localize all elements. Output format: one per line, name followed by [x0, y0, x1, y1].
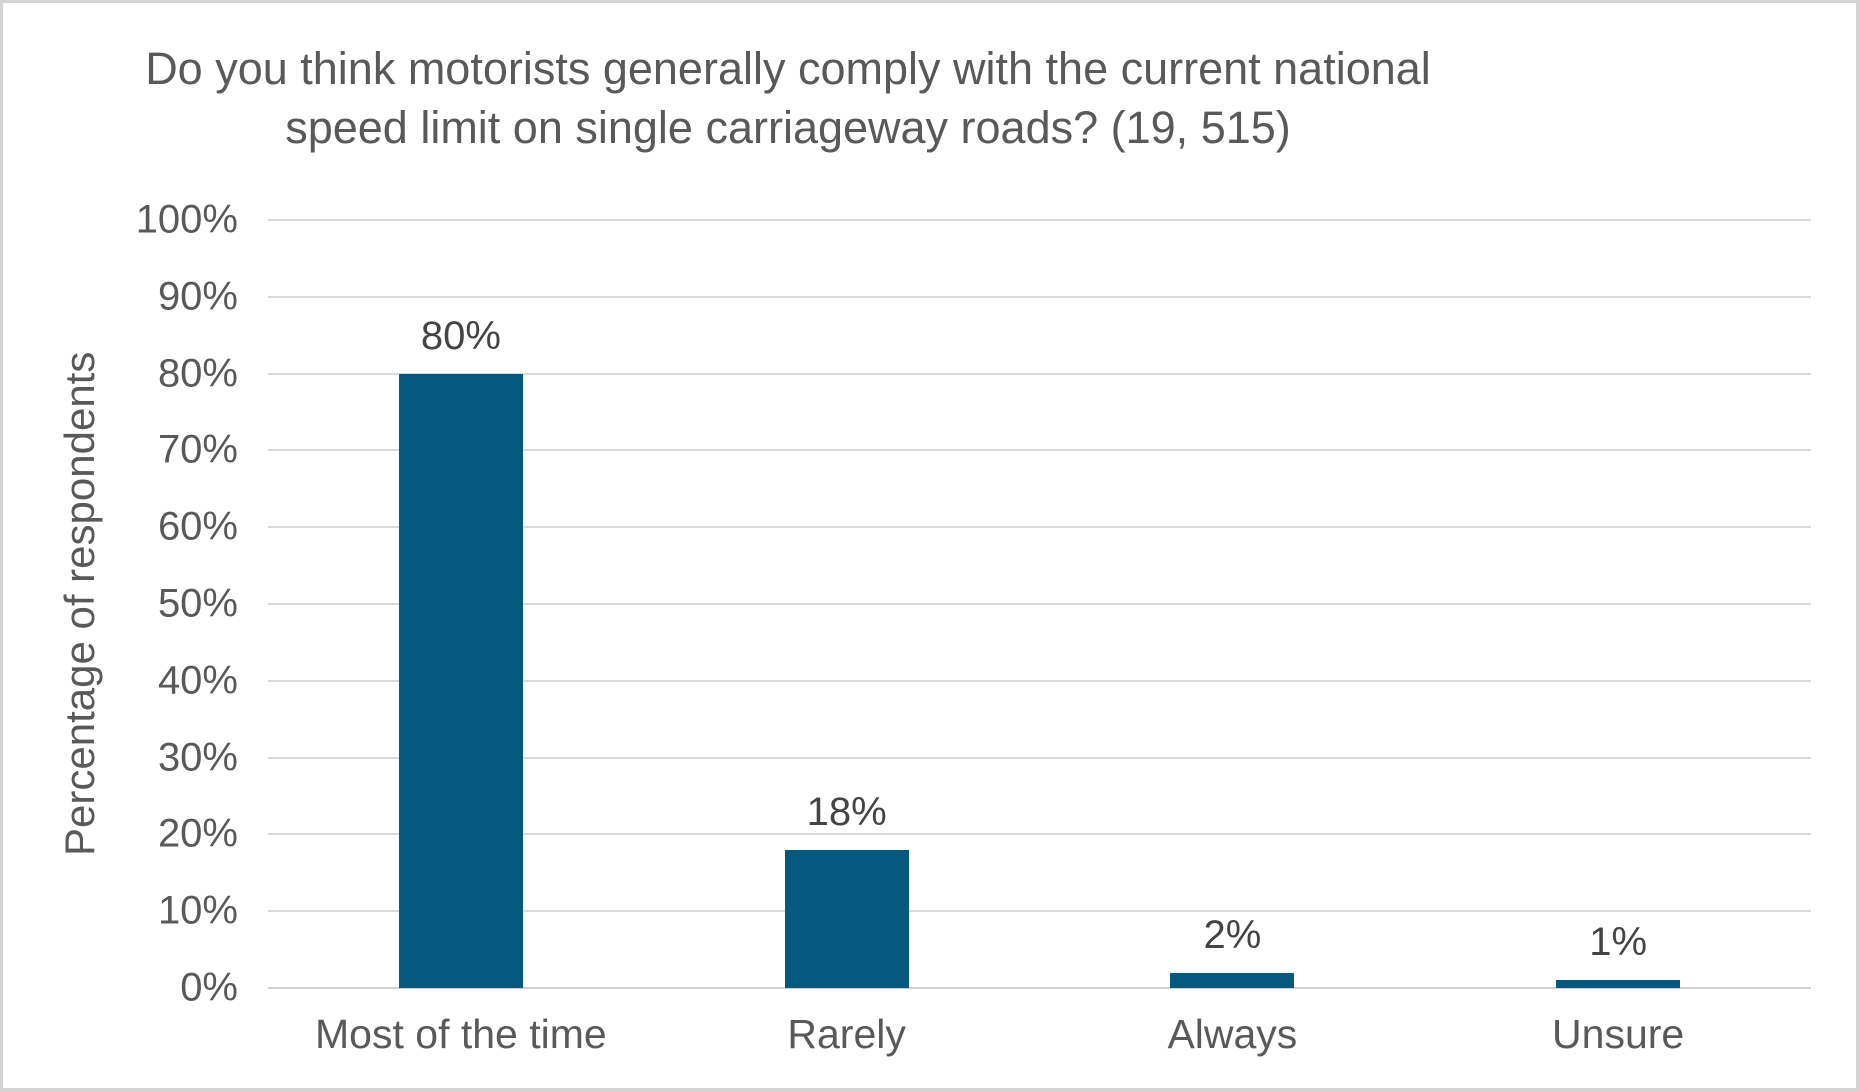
bar-value-label: 2%	[1203, 912, 1262, 957]
x-axis-category-labels: Most of the time Rarely Always Unsure	[268, 1011, 1811, 1058]
y-tick-label: 0%	[180, 965, 238, 1010]
x-axis-baseline	[268, 987, 1811, 989]
y-tick-label: 70%	[157, 427, 238, 472]
y-tick-label: 30%	[157, 735, 238, 780]
bar	[398, 373, 523, 988]
y-tick-label: 60%	[157, 504, 238, 549]
y-tick-label: 90%	[157, 274, 238, 319]
x-category-label: Most of the time	[315, 1011, 607, 1057]
gridline	[268, 833, 1811, 836]
gridline	[268, 910, 1811, 913]
y-tick-label: 40%	[157, 658, 238, 703]
bar-group-always: 2%	[1040, 220, 1426, 988]
gridline	[268, 449, 1811, 452]
bar-series: 80% 18% 2% 1%	[268, 220, 1811, 988]
y-tick-label: 10%	[157, 888, 238, 933]
bar-group-rarely: 18%	[654, 220, 1040, 988]
x-category-label: Unsure	[1552, 1011, 1685, 1057]
x-category-label: Rarely	[787, 1011, 906, 1057]
bar-group-most-of-the-time: 80%	[268, 220, 654, 988]
y-tick-label: 100%	[135, 197, 238, 242]
plot-area: 80% 18% 2% 1%	[268, 219, 1811, 989]
chart-title: Do you think motorists generally comply …	[145, 43, 1431, 154]
y-tick-label: 50%	[157, 581, 238, 626]
bar	[784, 849, 909, 988]
y-tick-label: 80%	[157, 351, 238, 396]
bar-value-label: 18%	[806, 789, 887, 834]
gridline	[268, 756, 1811, 759]
bar	[1556, 980, 1681, 988]
gridline	[268, 295, 1811, 298]
gridline	[268, 603, 1811, 605]
bar	[1170, 972, 1295, 988]
bar-value-label: 1%	[1589, 920, 1648, 965]
bar-group-unsure: 1%	[1425, 220, 1811, 988]
bar-value-label: 80%	[420, 313, 501, 358]
gridline	[268, 679, 1811, 682]
y-tick-label: 20%	[157, 811, 238, 856]
gridline	[268, 526, 1811, 529]
gridline	[268, 219, 1811, 221]
gridline	[268, 372, 1811, 375]
y-axis-tick-labels: 100% 90% 80% 70% 60% 50% 40% 30% 20% 10%…	[3, 198, 238, 1010]
x-category-label: Always	[1167, 1011, 1298, 1057]
